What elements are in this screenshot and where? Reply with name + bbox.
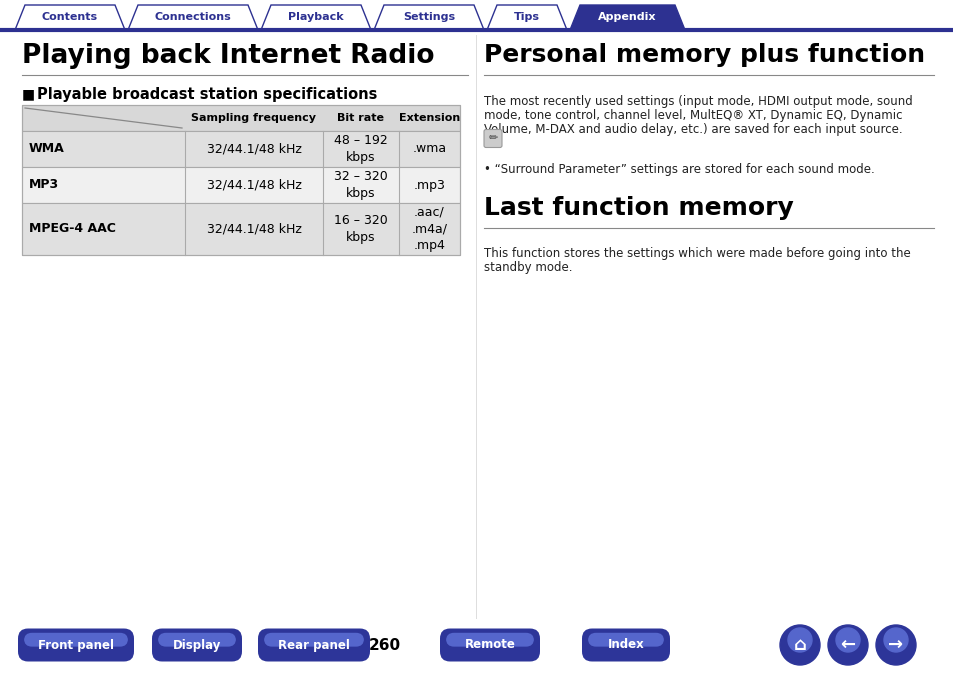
Text: mode, tone control, channel level, MultEQ® XT, Dynamic EQ, Dynamic: mode, tone control, channel level, MultE…: [483, 109, 902, 122]
Text: Playing back Internet Radio: Playing back Internet Radio: [22, 43, 434, 69]
Text: MPEG-4 AAC: MPEG-4 AAC: [29, 223, 115, 236]
Text: Display: Display: [172, 639, 221, 651]
Text: Bit rate: Bit rate: [337, 113, 384, 123]
Polygon shape: [374, 5, 483, 30]
Text: .aac/
.m4a/
.mp4: .aac/ .m4a/ .mp4: [411, 205, 447, 252]
Text: 32/44.1/48 kHz: 32/44.1/48 kHz: [207, 143, 301, 155]
Text: ■: ■: [22, 87, 35, 101]
Text: • “Surround Parameter” settings are stored for each sound mode.: • “Surround Parameter” settings are stor…: [483, 164, 874, 176]
Text: standby mode.: standby mode.: [483, 262, 572, 275]
FancyBboxPatch shape: [483, 129, 501, 147]
Bar: [22, 131, 459, 167]
Text: 32/44.1/48 kHz: 32/44.1/48 kHz: [207, 178, 301, 192]
Text: 260: 260: [369, 637, 400, 653]
Text: Playable broadcast station specifications: Playable broadcast station specification…: [37, 87, 377, 102]
Bar: [22, 167, 459, 203]
Circle shape: [827, 625, 867, 665]
Text: Remote: Remote: [464, 639, 515, 651]
Text: .wma: .wma: [412, 143, 446, 155]
Text: Front panel: Front panel: [38, 639, 113, 651]
Text: MP3: MP3: [29, 178, 59, 192]
Text: Rear panel: Rear panel: [277, 639, 350, 651]
FancyBboxPatch shape: [158, 633, 235, 647]
Polygon shape: [261, 5, 371, 30]
Bar: [22, 105, 459, 131]
FancyBboxPatch shape: [264, 633, 364, 647]
Polygon shape: [569, 5, 684, 30]
Text: 16 – 320
kbps: 16 – 320 kbps: [334, 214, 388, 244]
FancyBboxPatch shape: [446, 633, 534, 647]
Circle shape: [875, 625, 915, 665]
Text: ✏: ✏: [488, 133, 497, 143]
Text: This function stores the settings which were made before going into the: This function stores the settings which …: [483, 247, 910, 260]
Circle shape: [787, 628, 811, 652]
FancyBboxPatch shape: [18, 629, 133, 662]
Text: Tips: Tips: [514, 13, 539, 22]
FancyBboxPatch shape: [152, 629, 242, 662]
FancyBboxPatch shape: [24, 633, 128, 647]
FancyBboxPatch shape: [581, 629, 669, 662]
Polygon shape: [15, 5, 125, 30]
Circle shape: [780, 625, 820, 665]
Text: Playback: Playback: [288, 13, 343, 22]
Text: ⌂: ⌂: [793, 636, 805, 654]
FancyBboxPatch shape: [587, 633, 663, 647]
Text: Appendix: Appendix: [598, 13, 656, 22]
Text: 48 – 192
kbps: 48 – 192 kbps: [334, 134, 388, 164]
Text: Extension: Extension: [398, 113, 459, 123]
Text: Volume, M-DAX and audio delay, etc.) are saved for each input source.: Volume, M-DAX and audio delay, etc.) are…: [483, 124, 902, 137]
FancyBboxPatch shape: [257, 629, 370, 662]
Text: Sampling frequency: Sampling frequency: [192, 113, 316, 123]
Text: 32 – 320
kbps: 32 – 320 kbps: [334, 170, 388, 200]
Text: .mp3: .mp3: [414, 178, 445, 192]
Text: Last function memory: Last function memory: [483, 195, 793, 219]
Text: 32/44.1/48 kHz: 32/44.1/48 kHz: [207, 223, 301, 236]
Text: Contents: Contents: [42, 13, 98, 22]
Text: Connections: Connections: [154, 13, 232, 22]
Bar: [22, 203, 459, 255]
Text: →: →: [887, 636, 902, 654]
Text: ←: ←: [840, 636, 855, 654]
Circle shape: [835, 628, 859, 652]
Text: Personal memory plus function: Personal memory plus function: [483, 43, 924, 67]
Bar: [22, 105, 459, 255]
Text: Index: Index: [607, 639, 643, 651]
Polygon shape: [486, 5, 566, 30]
Text: Settings: Settings: [402, 13, 455, 22]
Polygon shape: [128, 5, 257, 30]
Text: The most recently used settings (input mode, HDMI output mode, sound: The most recently used settings (input m…: [483, 94, 912, 108]
Text: WMA: WMA: [29, 143, 65, 155]
Circle shape: [883, 628, 907, 652]
FancyBboxPatch shape: [439, 629, 539, 662]
